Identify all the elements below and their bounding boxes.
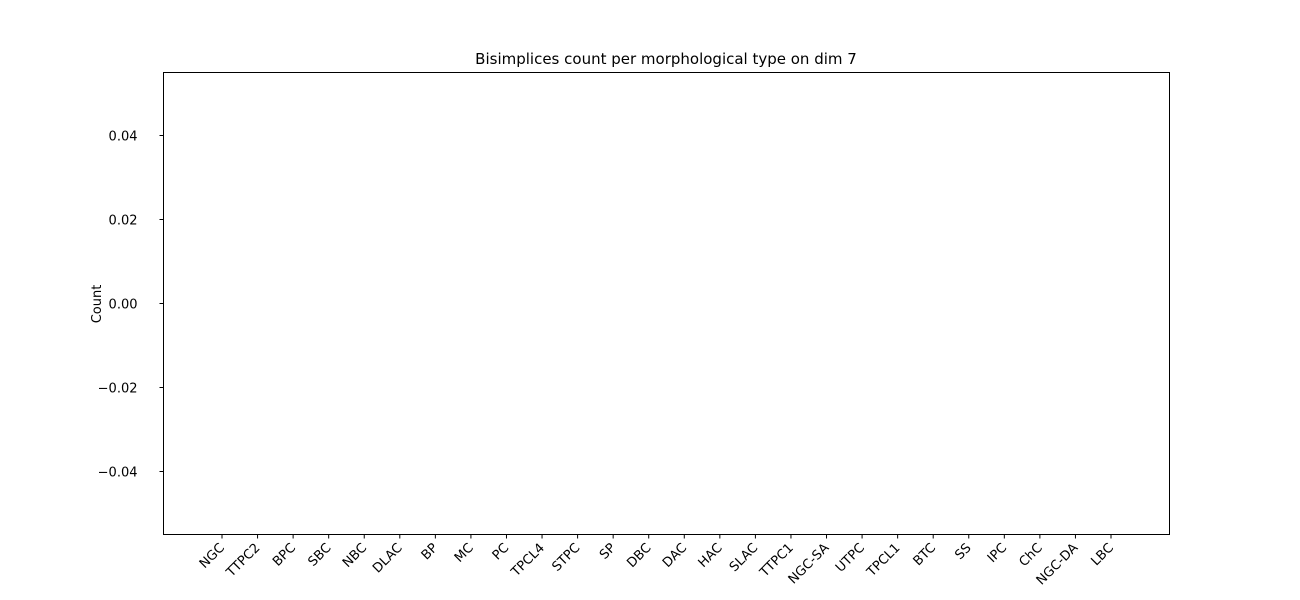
y-tick-label: 0.02 xyxy=(109,214,138,229)
y-axis-ticks: 0.04 0.02 0.00 −0.02 −0.04 xyxy=(98,130,164,481)
plot-area-frame xyxy=(163,72,1170,535)
y-tick-label: −0.04 xyxy=(98,466,138,481)
chart-title: Bisimplices count per morphological type… xyxy=(475,50,857,68)
y-tick-label: 0.00 xyxy=(109,298,138,313)
y-axis-label: Count xyxy=(90,285,105,324)
y-tick-label: −0.02 xyxy=(98,382,138,397)
y-tick-label: 0.04 xyxy=(109,130,138,145)
